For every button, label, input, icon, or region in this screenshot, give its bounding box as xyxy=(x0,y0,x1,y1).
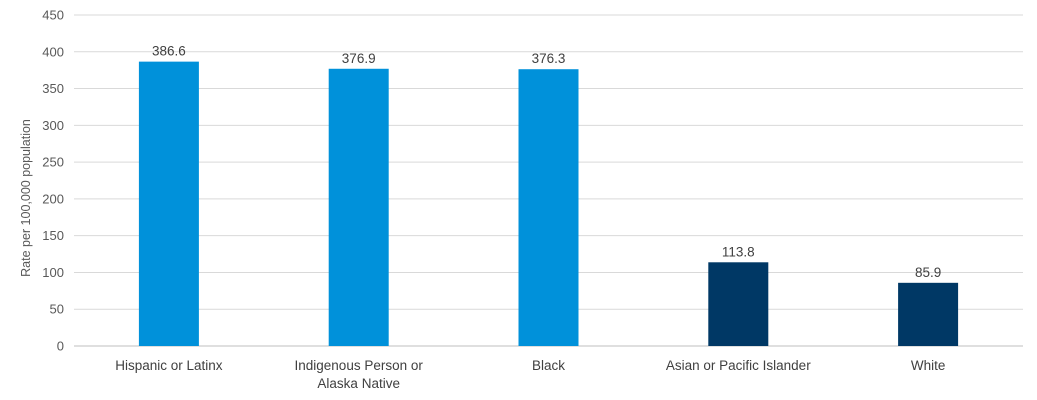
category-label: Alaska Native xyxy=(317,376,400,391)
y-tick-label: 0 xyxy=(57,339,64,354)
category-label: Asian or Pacific Islander xyxy=(666,358,811,373)
y-tick-label: 100 xyxy=(42,265,64,280)
y-tick-label: 250 xyxy=(42,155,64,170)
data-label: 113.8 xyxy=(722,244,755,259)
bar xyxy=(708,262,769,346)
y-axis-title: Rate per 100,000 population xyxy=(19,119,33,277)
data-labels: 386.6 376.9 376.3 113.8 85.9 xyxy=(152,44,941,280)
y-tick-label: 150 xyxy=(42,228,64,243)
x-axis-category-labels: Hispanic or Latinx Indigenous Person or Al… xyxy=(115,358,945,391)
data-label: 376.9 xyxy=(342,51,376,66)
bar xyxy=(898,282,959,346)
bar xyxy=(518,69,579,346)
y-tick-label: 50 xyxy=(50,302,64,317)
bar xyxy=(138,61,199,347)
y-tick-label: 200 xyxy=(42,191,64,206)
bar xyxy=(328,68,389,347)
category-label: Hispanic or Latinx xyxy=(115,358,223,373)
category-label: Black xyxy=(532,358,565,373)
y-axis-tick-labels: 0 50 100 150 200 250 300 350 400 450 xyxy=(42,8,64,354)
y-tick-label: 350 xyxy=(42,81,64,96)
data-label: 376.3 xyxy=(532,51,566,66)
y-tick-label: 400 xyxy=(42,44,64,59)
y-tick-label: 450 xyxy=(42,8,64,23)
data-label: 386.6 xyxy=(152,44,186,59)
category-label: Indigenous Person or xyxy=(295,358,424,373)
category-label: White xyxy=(911,358,946,373)
y-tick-label: 300 xyxy=(42,118,64,133)
bars xyxy=(138,61,959,347)
data-label: 85.9 xyxy=(915,265,941,280)
